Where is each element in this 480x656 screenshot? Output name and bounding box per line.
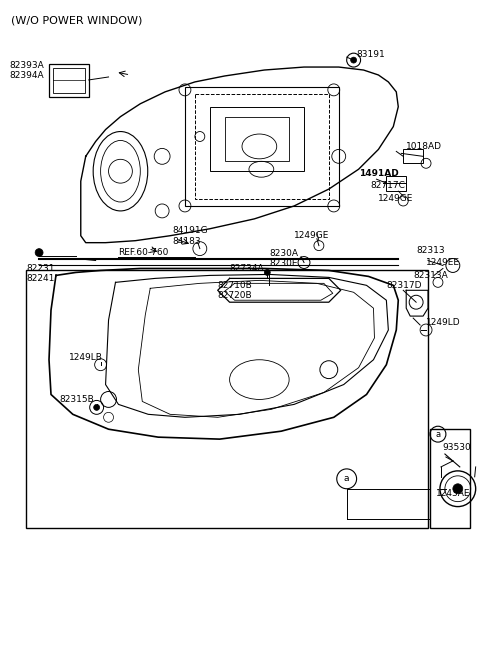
- Text: 82241: 82241: [26, 274, 55, 283]
- Text: a: a: [435, 430, 441, 439]
- Text: 82313A: 82313A: [413, 271, 448, 280]
- Text: 84191G: 84191G: [172, 226, 208, 236]
- Text: 83191: 83191: [357, 50, 385, 58]
- Text: 1243AE: 1243AE: [436, 489, 470, 498]
- Text: 82710B: 82710B: [218, 281, 252, 290]
- Text: 82734A: 82734A: [229, 264, 264, 273]
- Circle shape: [351, 57, 357, 63]
- Text: 1018AD: 1018AD: [406, 142, 442, 151]
- Text: REF.60-760: REF.60-760: [119, 248, 169, 257]
- Text: 82313: 82313: [416, 246, 445, 255]
- Text: 82317D: 82317D: [386, 281, 422, 290]
- Text: 1249EE: 1249EE: [426, 258, 460, 267]
- Text: 82393A: 82393A: [9, 60, 44, 70]
- Text: 8230A: 8230A: [269, 249, 298, 258]
- Text: 8230E: 8230E: [269, 259, 298, 268]
- Text: 1249LB: 1249LB: [69, 354, 103, 362]
- Circle shape: [94, 404, 100, 411]
- Text: 1249LD: 1249LD: [426, 318, 461, 327]
- Text: (W/O POWER WINDOW): (W/O POWER WINDOW): [12, 15, 143, 26]
- Text: 1249GE: 1249GE: [294, 231, 329, 240]
- Text: 1249GE: 1249GE: [378, 194, 414, 203]
- Text: 82231: 82231: [26, 264, 55, 273]
- Text: 82394A: 82394A: [9, 72, 44, 81]
- Text: 82315B: 82315B: [59, 395, 94, 404]
- Circle shape: [453, 483, 463, 494]
- Circle shape: [35, 249, 43, 256]
- Circle shape: [264, 270, 270, 276]
- Text: a: a: [344, 474, 349, 483]
- Text: 93530: 93530: [442, 443, 471, 451]
- Text: 82720B: 82720B: [218, 291, 252, 300]
- Text: 84183: 84183: [172, 237, 201, 246]
- Text: 82717C: 82717C: [371, 180, 406, 190]
- Text: 1491AD: 1491AD: [359, 169, 398, 178]
